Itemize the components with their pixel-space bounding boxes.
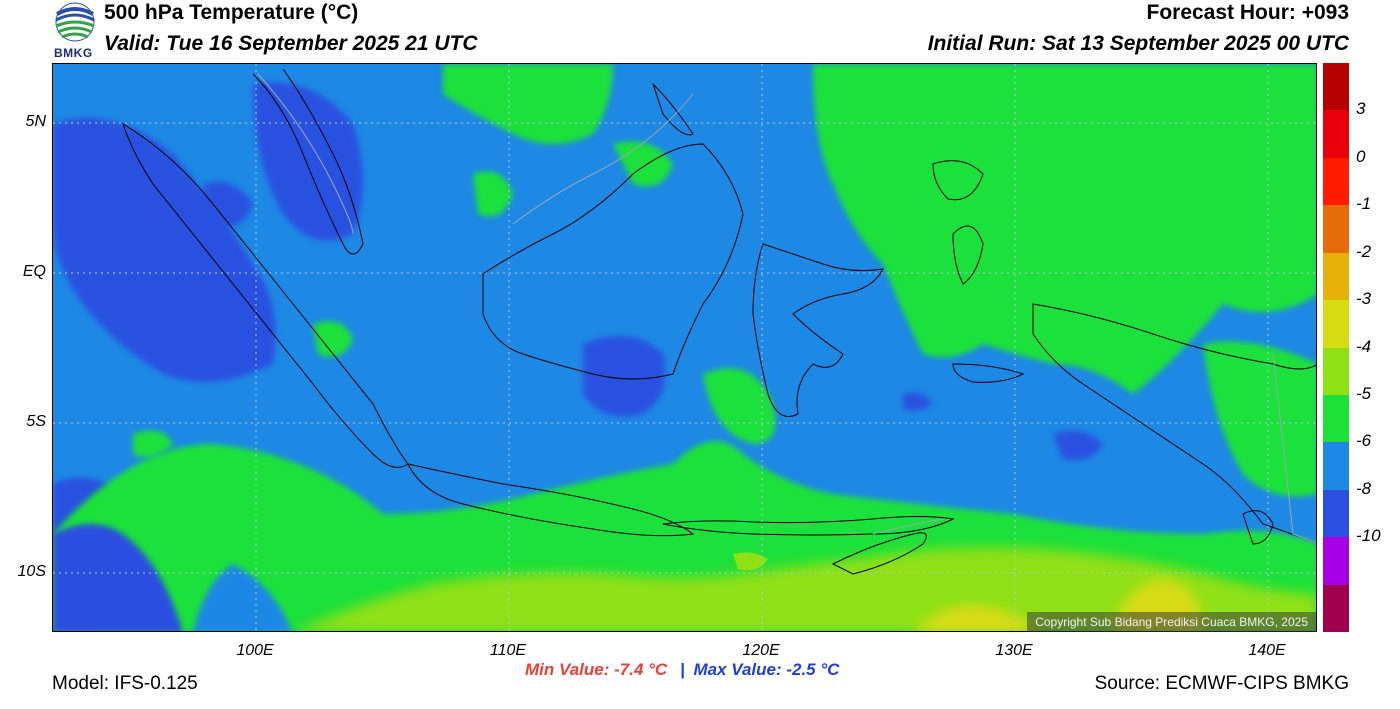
stats-separator: | [679,660,685,679]
colorbar-label: -3 [1356,289,1372,309]
max-value: Max Value: -2.5 °C [693,660,840,679]
mindanao-coast [932,160,984,201]
new-guinea-coast [1032,303,1316,544]
colorbar-segment [1323,489,1349,538]
grid-lines [53,64,1316,631]
yellow-region [914,604,1041,631]
initial-run: Initial Run: Sat 13 September 2025 00 UT… [927,32,1349,55]
colorbar-segment [1323,252,1349,301]
colorbar-segment [1323,394,1349,443]
colorbar-segment [1323,347,1349,396]
light-green-spot [733,552,768,571]
timor-coast [831,532,927,575]
copyright-notice: Copyright Sub Bidang Prediksi Cuaca BMKG… [1027,612,1316,632]
green-region [133,64,1316,497]
logo-text: BMKG [54,46,93,60]
lon-label-140e: 140E [1248,642,1286,659]
colorbar-label: -8 [1356,478,1372,498]
temperature-map [52,63,1317,632]
coastlines [122,68,1316,575]
lat-label-5s: 5S [26,413,46,430]
stats-line: Min Value: -7.4 °C | Max Value: -2.5 °C [525,660,839,680]
model-label: Model: IFS-0.125 [52,673,198,694]
min-value: Min Value: -7.4 °C [525,660,668,679]
colorbar-segment [1323,63,1349,111]
java-coast [407,463,695,537]
lon-label-130e: 130E [995,642,1033,659]
colorbar-label: 3 [1356,99,1366,119]
colorbar-segment [1323,442,1349,491]
colorbar-segment [1323,537,1349,586]
bmkg-logo: BMKG [52,2,98,60]
colorbar-segment [1323,300,1349,348]
colorbar-segment [1323,110,1349,159]
seram-coast [952,363,1025,383]
cool-region-sw [193,564,293,631]
colorbar-label: -6 [1356,431,1372,451]
source-label: Source: ECMWF-CIPS BMKG [1094,673,1349,694]
colorbar-segment [1323,157,1349,206]
lon-label-110e: 110E [489,642,527,659]
country-borders [257,73,1316,544]
cold-region-sw [53,524,183,631]
valid-time: Valid: Tue 16 September 2025 21 UTC [104,32,478,55]
lat-label-eq: EQ [22,263,46,280]
lat-label-5n: 5N [25,113,46,130]
lesser-sunda-coast [662,516,955,536]
light-green-band [297,547,1316,631]
borneo-coast [482,143,744,380]
colorbar-label: -2 [1356,241,1372,261]
forecast-hour: Forecast Hour: +093 [1146,1,1350,24]
colorbar-label: -5 [1356,383,1372,403]
lon-label-120e: 120E [742,642,780,659]
colorbar [1323,63,1349,633]
australia-coast [1242,510,1274,545]
sumatra-coast [122,122,409,468]
lat-label-10s: 10S [17,563,46,580]
colorbar-label: -4 [1356,336,1372,356]
colorbar-label: 0 [1356,146,1366,166]
colorbar-label: -10 [1356,526,1381,546]
halmahera-coast [952,225,984,285]
chart-title: 500 hPa Temperature (°C) [104,1,359,24]
palawan-coast [652,83,694,136]
temperature-field [53,64,1316,631]
colorbar-segment [1323,205,1349,254]
lon-label-100e: 100E [236,642,274,659]
malay-peninsula-coast [252,68,364,255]
sulawesi-coast [752,243,884,417]
bmkg-logo-icon [55,2,95,42]
colorbar-label: -1 [1356,194,1372,214]
colorbar-segment [1323,584,1349,633]
